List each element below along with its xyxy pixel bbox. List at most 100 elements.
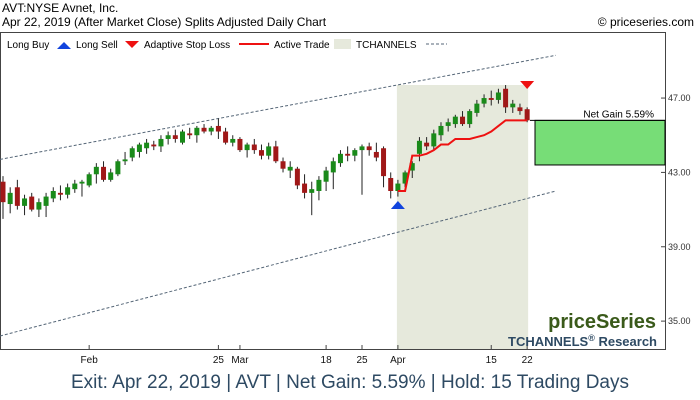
buy-signal-arrow-icon (390, 201, 405, 210)
x-tick-label: 18 (321, 355, 333, 366)
y-tick-label: 43.00 (668, 167, 691, 177)
channel-lower-line (0, 190, 556, 337)
x-tick-label: 15 (486, 355, 498, 366)
chart-subtitle: Apr 22, 2019 (After Market Close) Splits… (2, 15, 327, 29)
candle-body (373, 151, 379, 158)
candle-body (129, 148, 135, 158)
research-suffix: Research (595, 334, 657, 349)
channel-upper-line (0, 54, 556, 160)
tchannels-research-label: TCHANNELS® Research (508, 333, 657, 349)
candle-body (115, 161, 121, 175)
net-gain-box (534, 119, 666, 166)
candle-body (352, 150, 358, 156)
legend: Long Buy Long Sell Adaptive Stop Loss Ac… (7, 39, 447, 51)
candle-body (280, 161, 286, 169)
adaptive-stop-loss-line (397, 119, 528, 192)
candle-body (65, 187, 71, 195)
candle-body (187, 133, 193, 136)
candle-body (86, 174, 92, 186)
candle-body (337, 153, 343, 164)
candle-body (309, 189, 315, 193)
candle-body (474, 103, 480, 113)
candle-body (460, 116, 466, 125)
candle-body (208, 127, 214, 132)
candle-body (72, 183, 78, 190)
candle-body (244, 144, 250, 151)
candle-body (431, 133, 437, 147)
x-tick-label: Feb (81, 355, 99, 366)
signals (390, 81, 535, 210)
candle-body (481, 98, 487, 104)
plot-frame (0, 32, 666, 350)
candle-body (402, 172, 408, 184)
candle-body (201, 127, 207, 132)
candle-body (57, 192, 63, 195)
candle-body (287, 166, 293, 171)
trade-summary-footer: Exit: Apr 22, 2019 | AVT | Net Gain: 5.5… (70, 372, 629, 393)
candle-body (302, 183, 308, 193)
candle-body (510, 103, 516, 108)
x-tick-label: 25 (213, 355, 225, 366)
candle-body (445, 122, 451, 126)
active-trade-region (396, 85, 529, 349)
candle-body (438, 125, 444, 136)
x-tick-label: 25 (356, 355, 368, 366)
candle-body (467, 111, 473, 125)
y-tick-label: 47.00 (668, 93, 691, 103)
candle-body (0, 181, 6, 203)
candle-body (230, 138, 236, 143)
price-chart: Net Gain 5.59% 35.00 39.00 43.00 47.00 Feb 25… (0, 32, 691, 366)
active-trade-swatch (334, 39, 351, 49)
legend-long-sell-label: Long Sell (76, 40, 118, 51)
candle-body (43, 196, 49, 206)
candle-body (330, 161, 336, 173)
candle-body (388, 177, 394, 191)
long-buy-arrow-icon (57, 42, 71, 49)
candle-body (194, 127, 200, 136)
research-brand: TCHANNELS (508, 334, 588, 349)
candle-body (424, 142, 430, 147)
legend-long-buy-label: Long Buy (7, 40, 49, 51)
y-tick-label: 35.00 (668, 316, 691, 326)
candle-body (237, 138, 243, 151)
candle-body (517, 107, 523, 112)
candle-body (416, 140, 422, 154)
candle-body (323, 170, 329, 182)
candle-body (503, 88, 509, 108)
candle-body (93, 166, 99, 175)
priceseries-logo: priceSeries (548, 311, 656, 333)
candle-body (36, 202, 42, 210)
copyright-text: © priceseries.com (597, 15, 694, 29)
candle-body (101, 166, 107, 180)
candle-body (359, 146, 365, 151)
candle-body (144, 142, 150, 149)
legend-active-trade-label: Active Trade (274, 40, 330, 51)
candle-body (524, 109, 530, 121)
candle-body (158, 138, 164, 147)
candle-body (122, 159, 128, 162)
candle-body (366, 146, 372, 151)
candle-body (29, 196, 35, 210)
candle-body (180, 131, 185, 143)
long-sell-arrow-icon (125, 41, 139, 48)
candle-body (251, 144, 257, 151)
candle-body (381, 148, 387, 177)
candle-body (316, 179, 322, 191)
y-tick-label: 39.00 (668, 242, 691, 252)
candle-body (151, 144, 157, 147)
candle-body (488, 98, 494, 100)
candle-body (50, 191, 56, 199)
candle-body (452, 116, 458, 125)
candle-body (108, 172, 114, 180)
net-gain-label: Net Gain 5.59% (583, 109, 654, 120)
candle-body (266, 146, 272, 156)
candle-body (345, 153, 351, 156)
x-tick-label: Mar (231, 355, 249, 366)
candle-body (294, 168, 300, 186)
candle-body (223, 131, 229, 143)
x-tick-label: Apr (390, 355, 406, 366)
candle-body (258, 150, 264, 156)
candle-body (7, 192, 13, 205)
candle-body (395, 183, 401, 191)
x-tick-label: 22 (522, 355, 534, 366)
